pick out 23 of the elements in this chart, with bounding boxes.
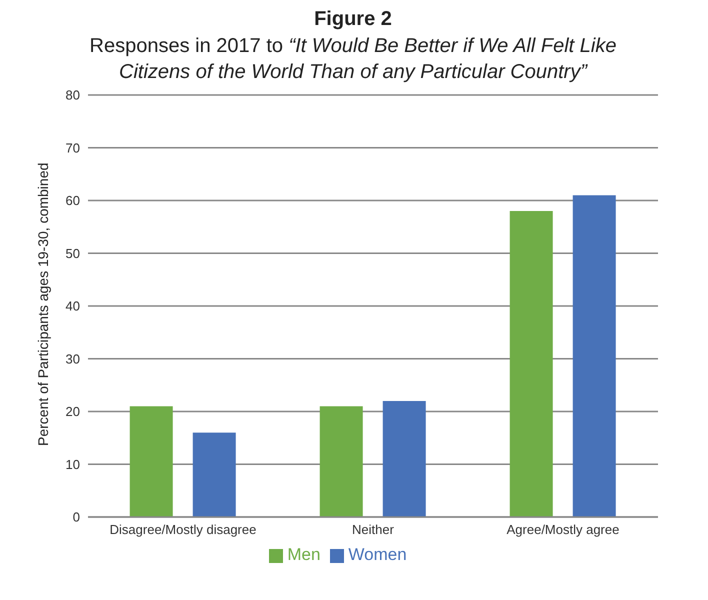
y-tick-label: 20 xyxy=(66,404,80,420)
x-tick-label: Disagree/Mostly disagree xyxy=(110,522,256,538)
y-tick-label: 10 xyxy=(66,456,80,472)
y-tick-label: 50 xyxy=(66,246,80,261)
legend-label: Women xyxy=(348,545,407,564)
bar xyxy=(382,400,426,517)
y-tick-label: 80 xyxy=(66,88,80,103)
bar xyxy=(572,195,616,517)
y-tick-label: 0 xyxy=(72,510,80,525)
y-tick-label: 60 xyxy=(66,193,80,208)
bar xyxy=(320,406,363,517)
y-tick-label: 70 xyxy=(66,140,80,156)
y-axis-title: Percent of Participants ages 19-30, combined xyxy=(34,162,51,446)
chart-subtitle: Responses in 2017 to “It Would Be Better if We All Felt Like Citizens of the World Than of any Particular Country” xyxy=(88,34,618,85)
y-tick-label: 30 xyxy=(66,351,80,366)
x-tick-label: Neither xyxy=(352,522,395,538)
y-tick-label: 40 xyxy=(66,298,80,314)
bar xyxy=(510,211,553,517)
x-tick-label: Agree/Mostly agree xyxy=(506,522,620,538)
legend-label: Men xyxy=(287,545,320,564)
bar xyxy=(192,432,236,517)
bar xyxy=(130,406,173,517)
chart-title: Figure 2 xyxy=(313,8,393,31)
